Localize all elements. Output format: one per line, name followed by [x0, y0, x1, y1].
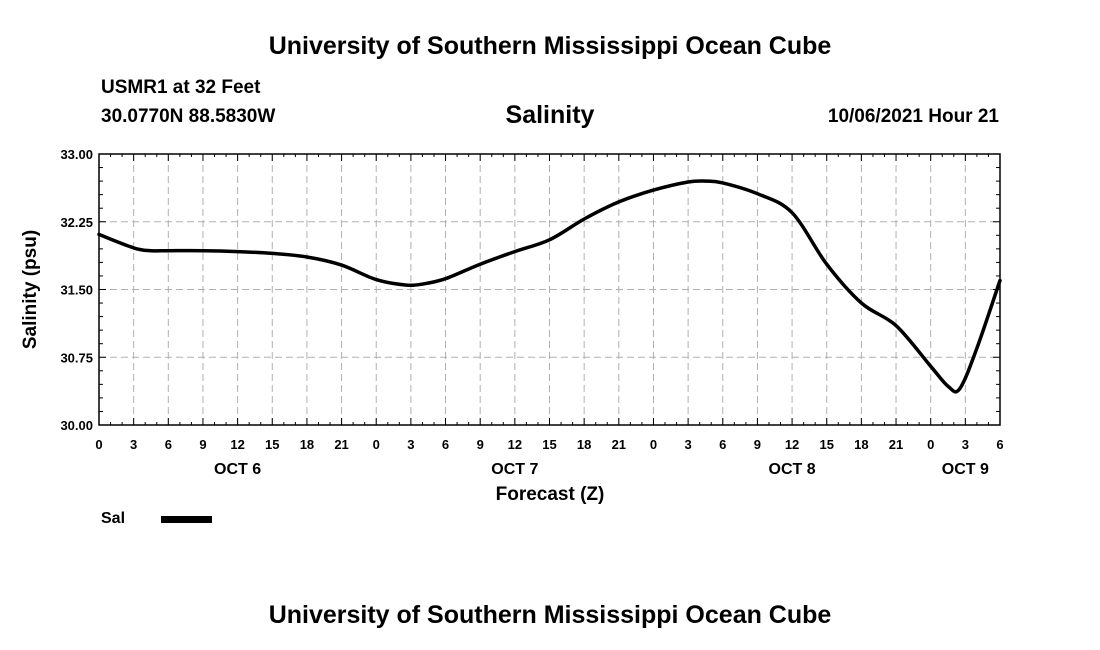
- date-label: OCT 7: [491, 461, 538, 478]
- x-tick-label: 6: [996, 437, 1003, 452]
- coordinates-label: 30.0770N 88.5830W: [101, 106, 276, 127]
- y-tick-label: 30.75: [60, 350, 93, 365]
- y-tick-label: 32.25: [60, 215, 93, 230]
- x-tick-label: 0: [650, 437, 657, 452]
- variable-title: Salinity: [505, 101, 595, 129]
- forecast-datetime: 10/06/2021 Hour 21: [827, 106, 999, 127]
- legend-label: Sal: [101, 510, 126, 527]
- x-tick-label: 18: [300, 437, 314, 452]
- legend-swatch: [161, 516, 212, 523]
- x-tick-label: 3: [962, 437, 969, 452]
- x-axis-title: Forecast (Z): [496, 484, 605, 505]
- x-tick-label: 0: [95, 437, 102, 452]
- date-label: OCT 9: [942, 461, 989, 478]
- x-tick-label: 0: [373, 437, 380, 452]
- axes: [98, 153, 1001, 426]
- x-tick-label: 21: [612, 437, 626, 452]
- x-tick-label: 18: [854, 437, 868, 452]
- date-label: OCT 6: [214, 461, 261, 478]
- x-tick-label: 9: [199, 437, 206, 452]
- x-tick-label: 3: [684, 437, 691, 452]
- date-label: OCT 8: [769, 461, 816, 478]
- chart-title-bottom: University of Southern Mississippi Ocean…: [268, 601, 832, 629]
- y-tick-label: 30.00: [60, 418, 93, 433]
- station-label: USMR1 at 32 Feet: [101, 77, 261, 98]
- y-axis-title: Salinity (psu): [20, 230, 41, 349]
- x-tick-label: 6: [442, 437, 449, 452]
- x-tick-label: 12: [230, 437, 244, 452]
- x-tick-label: 0: [927, 437, 934, 452]
- series-line-sal: [97, 179, 1002, 394]
- y-tick-label: 31.50: [60, 283, 93, 298]
- x-tick-label: 21: [889, 437, 903, 452]
- x-tick-label: 9: [754, 437, 761, 452]
- x-tick-label: 15: [542, 437, 556, 452]
- x-tick-label: 3: [407, 437, 414, 452]
- series: [97, 179, 1002, 394]
- x-tick-label: 18: [577, 437, 591, 452]
- x-tick-label: 12: [785, 437, 799, 452]
- x-tick-label: 15: [819, 437, 833, 452]
- x-tick-label: 21: [334, 437, 348, 452]
- x-tick-label: 12: [508, 437, 522, 452]
- x-tick-label: 6: [719, 437, 726, 452]
- x-tick-label: 15: [265, 437, 279, 452]
- x-tick-label: 6: [165, 437, 172, 452]
- x-tick-label: 3: [130, 437, 137, 452]
- x-tick-label: 9: [477, 437, 484, 452]
- grid: [99, 154, 1000, 425]
- chart-title-top: University of Southern Mississippi Ocean…: [268, 32, 832, 60]
- axis-labels: 30.00 30.75 31.50 32.25 33.00 0 3 6 9 12 15 18 21 0 3 6…: [20, 147, 1004, 505]
- y-tick-label: 33.00: [60, 147, 93, 162]
